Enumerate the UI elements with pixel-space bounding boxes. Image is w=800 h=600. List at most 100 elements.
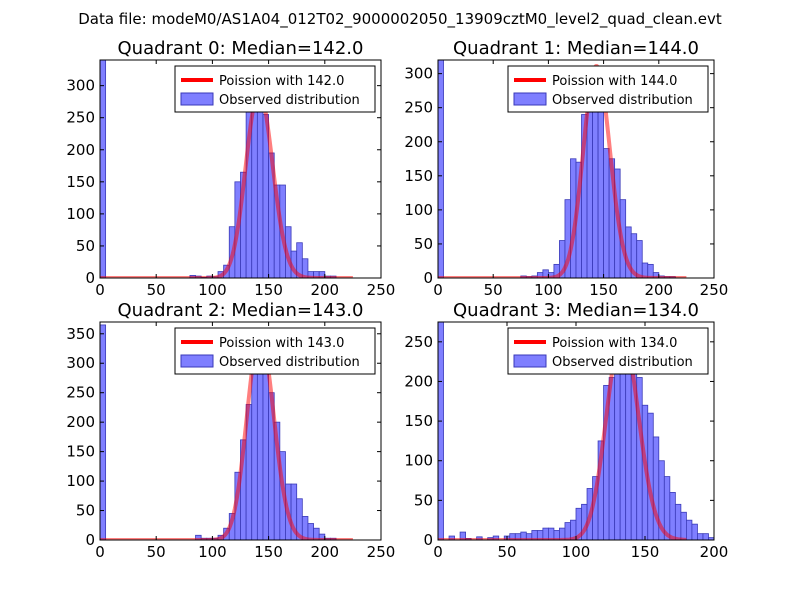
figure-suptitle: Data file: modeM0/AS1A04_012T02_90000020… <box>78 10 722 29</box>
bars <box>438 322 714 540</box>
x-tick-label: 200 <box>700 543 729 561</box>
x-tick-label: 0 <box>433 281 443 299</box>
histogram-bar <box>195 534 202 540</box>
x-tick-label: 100 <box>198 281 227 299</box>
histogram-bar <box>100 60 107 278</box>
y-tick-label: 0 <box>423 531 433 549</box>
x-tick-label: 250 <box>367 543 396 561</box>
legend-bar-swatch <box>513 354 547 368</box>
y-tick-label: 150 <box>404 412 433 430</box>
legend: Poission with 142.0 Observed distribution <box>174 65 376 113</box>
x-tick-label: 200 <box>310 281 339 299</box>
histogram-bar <box>459 531 466 540</box>
x-tick-label: 150 <box>254 281 283 299</box>
y-tick-label: 200 <box>404 133 433 151</box>
histogram-bar <box>697 533 704 540</box>
legend-bar-swatch <box>180 92 214 106</box>
y-tick-label: 100 <box>66 472 95 490</box>
y-tick-label: 300 <box>404 65 433 83</box>
histogram-bar <box>691 523 698 540</box>
legend-observed-label: Observed distribution <box>552 355 693 370</box>
legend-observed-label: Observed distribution <box>219 355 360 370</box>
histogram-bar <box>438 60 444 278</box>
y-tick-label: 100 <box>404 201 433 219</box>
legend-poisson-label: Poission with 143.0 <box>219 336 344 351</box>
legend: Poission with 143.0 Observed distribution <box>174 327 376 375</box>
y-tick-label: 100 <box>404 452 433 470</box>
y-tick-label: 300 <box>66 77 95 95</box>
x-tick-label: 250 <box>367 281 396 299</box>
histogram-bar <box>680 511 687 540</box>
x-tick-label: 200 <box>310 543 339 561</box>
y-tick-label: 300 <box>66 354 95 372</box>
panel-quadrant-3: Quadrant 3: Median=134.0 0 50 100 150 200 0 50 1… <box>404 300 728 561</box>
histogram-bar <box>686 519 693 540</box>
x-tick-label: 150 <box>254 543 283 561</box>
y-tick-label: 50 <box>76 502 95 520</box>
histogram-bar <box>669 492 676 540</box>
x-tick-label: 0 <box>95 281 105 299</box>
x-tick-label: 50 <box>484 281 503 299</box>
y-tick-label: 200 <box>66 141 95 159</box>
histogram-bar <box>301 258 309 278</box>
y-tick-label: 100 <box>66 205 95 223</box>
y-tick-label: 250 <box>404 333 433 351</box>
y-tick-label: 50 <box>76 237 95 255</box>
x-tick-label: 0 <box>95 543 105 561</box>
poisson-curve-line <box>100 89 354 278</box>
y-tick-label: 200 <box>404 372 433 390</box>
histogram-bar <box>603 148 610 278</box>
y-tick-label: 250 <box>404 99 433 117</box>
y-tick-label: 150 <box>404 167 433 185</box>
axes-frame <box>437 59 715 279</box>
legend-observed-label: Observed distribution <box>219 93 360 108</box>
histogram-bar <box>100 324 107 540</box>
x-tick-label: 100 <box>534 281 563 299</box>
panel-title: Quadrant 1: Median=144.0 <box>453 38 699 59</box>
y-tick-label: 0 <box>423 269 433 287</box>
x-tick-label: 50 <box>497 543 516 561</box>
histogram-bar <box>564 522 571 540</box>
axes-frame <box>99 59 382 279</box>
panel-quadrant-2: Quadrant 2: Median=143.0 0 50 100 150 200 250 0… <box>66 300 395 561</box>
panel-quadrant-0: Quadrant 0: Median=142.0 0 50 100 150 200 250 0… <box>66 38 395 299</box>
x-tick-label: 250 <box>700 281 729 299</box>
x-tick-label: 200 <box>644 281 673 299</box>
x-tick-label: 50 <box>147 543 166 561</box>
x-tick-label: 150 <box>631 543 660 561</box>
legend-bar-swatch <box>180 354 214 368</box>
y-tick-label: 200 <box>66 413 95 431</box>
legend: Poission with 144.0 Observed distribution <box>507 65 709 113</box>
x-tick-label: 150 <box>589 281 618 299</box>
y-tick-label: 150 <box>66 173 95 191</box>
x-tick-label: 100 <box>562 543 591 561</box>
panel-title: Quadrant 2: Median=143.0 <box>118 300 364 321</box>
histogram-bar <box>256 110 264 278</box>
y-tick-label: 50 <box>414 235 433 253</box>
histogram-bar <box>674 503 682 540</box>
x-tick-label: 100 <box>198 543 227 561</box>
panel-title: Quadrant 0: Median=142.0 <box>118 38 364 59</box>
legend: Poission with 134.0 Observed distribution <box>507 327 709 375</box>
histogram-bar <box>262 359 270 540</box>
histogram-bar <box>438 322 444 540</box>
histogram-bar <box>251 104 258 278</box>
y-tick-label: 350 <box>66 325 95 343</box>
axes-frame <box>99 321 382 541</box>
legend-observed-label: Observed distribution <box>552 93 693 108</box>
histogram-bar <box>647 263 654 278</box>
y-tick-label: 250 <box>66 109 95 127</box>
panel-title: Quadrant 3: Median=134.0 <box>453 300 699 321</box>
y-tick-label: 0 <box>85 531 95 549</box>
histogram-bar <box>636 240 643 278</box>
histogram-bar <box>614 365 621 540</box>
histogram-bar <box>251 356 258 540</box>
y-tick-label: 150 <box>66 443 95 461</box>
histogram-bar <box>702 533 709 540</box>
legend-poisson-label: Poission with 134.0 <box>552 336 677 351</box>
y-tick-label: 50 <box>414 491 433 509</box>
legend-poisson-label: Poission with 142.0 <box>219 74 344 89</box>
histogram-bar <box>592 110 599 278</box>
x-tick-label: 50 <box>147 281 166 299</box>
